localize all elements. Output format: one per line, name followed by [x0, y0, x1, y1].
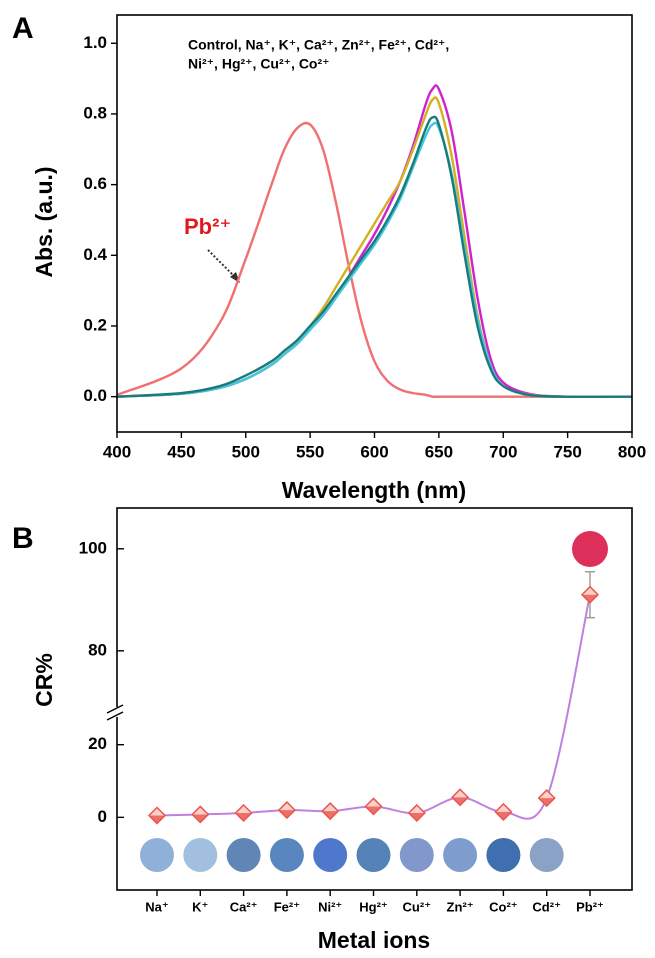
- series-label: Pb²⁺: [184, 214, 231, 239]
- marker-half: [365, 806, 382, 815]
- x-tick-label: 800: [618, 442, 646, 461]
- x-tick-label: Cu²⁺: [403, 899, 432, 914]
- y-tick-label: 0.2: [83, 315, 107, 334]
- annotation: Ni²⁺, Hg²⁺, Cu²⁺, Co²⁺: [188, 56, 330, 72]
- marker-half: [582, 594, 598, 603]
- x-tick-label: 600: [360, 442, 388, 461]
- color-swatch: [572, 531, 608, 567]
- marker-half: [408, 812, 425, 821]
- color-swatch: [183, 838, 218, 872]
- x-tick-label: 650: [425, 442, 453, 461]
- y-tick-label: 80: [88, 640, 107, 659]
- y-tick-label: 1.0: [83, 33, 107, 52]
- x-axis-title: Wavelength (nm): [282, 477, 466, 503]
- marker-half: [538, 798, 555, 807]
- x-tick-label: Cd²⁺: [532, 899, 561, 914]
- marker-half: [278, 810, 295, 819]
- x-tick-label: 750: [553, 442, 581, 461]
- axis-break: [106, 704, 124, 714]
- y-tick-label: 100: [79, 538, 107, 557]
- y-tick-label: 0.8: [83, 103, 107, 122]
- color-swatch: [356, 838, 391, 872]
- marker-half: [192, 814, 209, 823]
- marker-half: [235, 812, 252, 821]
- x-tick-label: 400: [103, 442, 131, 461]
- y-tick-label: 0.4: [83, 245, 107, 264]
- x-tick-label: Na⁺: [145, 899, 168, 914]
- y-tick-label: 0: [98, 807, 107, 826]
- x-tick-label: 450: [167, 442, 195, 461]
- plot-frame: [116, 507, 633, 891]
- spectrum-line: [116, 115, 633, 398]
- axis-break-gap: [109, 707, 125, 717]
- color-swatch: [443, 838, 478, 872]
- y-tick-label: 0.0: [83, 386, 107, 405]
- color-swatch: [140, 838, 174, 872]
- x-tick-label: 700: [489, 442, 517, 461]
- marker-half: [452, 797, 469, 806]
- x-tick-label: Co²⁺: [489, 899, 518, 914]
- marker-half: [149, 815, 165, 824]
- x-axis-title: Metal ions: [318, 927, 430, 953]
- x-tick-label: Ni²⁺: [318, 899, 342, 914]
- spectrum-line: [116, 121, 632, 398]
- x-tick-label: Zn²⁺: [447, 899, 474, 914]
- color-swatch: [226, 838, 261, 872]
- marker-half: [322, 811, 339, 820]
- color-swatch: [399, 838, 434, 872]
- x-tick-label: Fe²⁺: [274, 899, 300, 914]
- color-swatch: [529, 838, 564, 872]
- x-tick-label: Ca²⁺: [230, 899, 258, 914]
- y-tick-label: 0.6: [83, 174, 107, 193]
- y-axis-title: CR%: [31, 653, 57, 707]
- spectrum-line: [116, 121, 633, 398]
- arrow: [207, 249, 237, 279]
- color-swatch: [313, 838, 348, 872]
- color-swatch: [486, 838, 521, 872]
- x-tick-label: Hg²⁺: [359, 899, 388, 914]
- x-tick-label: 550: [296, 442, 324, 461]
- y-axis-title: Abs. (a.u.): [31, 166, 57, 277]
- x-tick-label: Pb²⁺: [576, 899, 604, 914]
- marker-half: [495, 811, 512, 820]
- color-swatch: [269, 838, 304, 872]
- spectrum-line: [116, 96, 633, 399]
- panel-label: A: [12, 12, 34, 45]
- x-tick-label: K⁺: [192, 899, 208, 914]
- trend-line: [156, 594, 591, 820]
- panel-label: B: [12, 522, 34, 555]
- annotation: Control, Na⁺, K⁺, Ca²⁺, Zn²⁺, Fe²⁺, Cd²⁺…: [188, 37, 449, 53]
- y-tick-label: 20: [88, 734, 107, 753]
- x-tick-label: 500: [232, 442, 260, 461]
- axis-break: [106, 711, 124, 721]
